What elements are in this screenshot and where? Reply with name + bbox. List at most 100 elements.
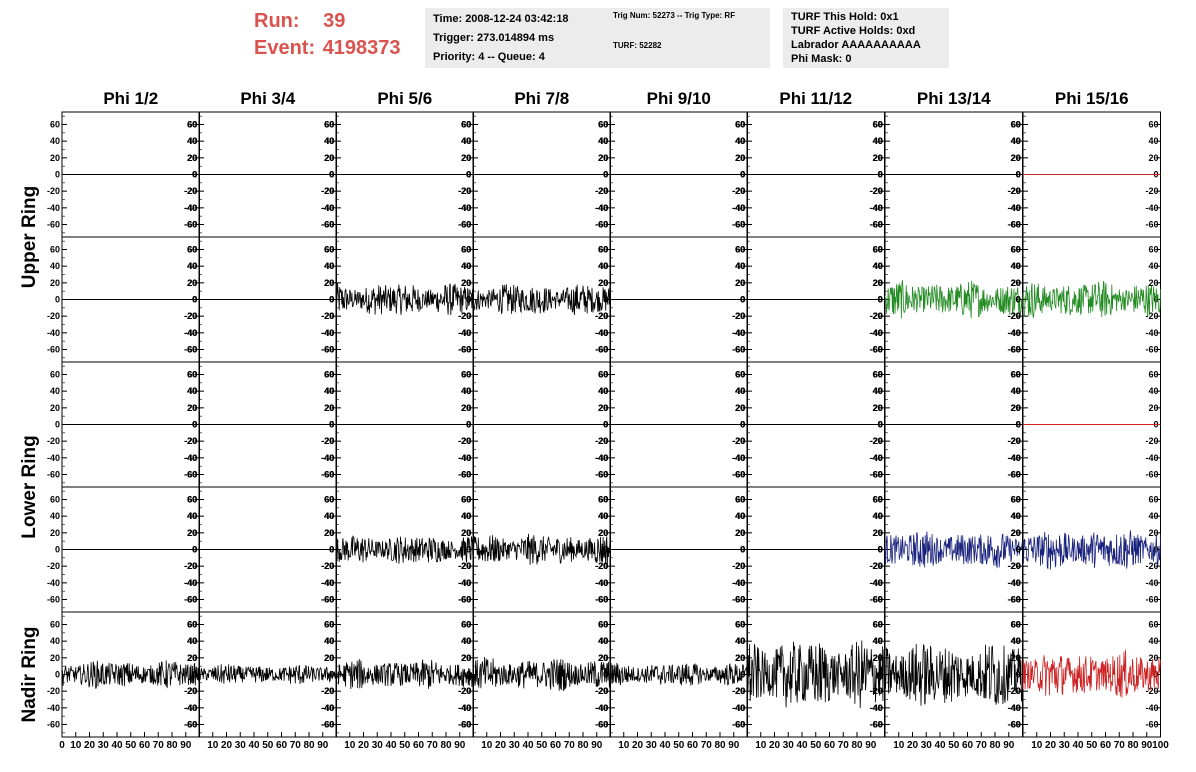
y-tick-label: 0	[878, 670, 883, 680]
y-tick-label: -60	[184, 720, 197, 730]
y-tick-label: -20	[321, 436, 334, 446]
y-tick-label: -20	[184, 311, 197, 321]
y-tick-label: -60	[732, 220, 745, 230]
y-tick-label: 0	[1016, 170, 1021, 180]
y-tick-label: -40	[595, 703, 608, 713]
y-tick-label: -60	[595, 595, 608, 605]
y-tick-label: -40	[321, 578, 334, 588]
y-tick-label: -20	[321, 561, 334, 571]
y-tick-label: 20	[187, 653, 197, 663]
y-tick-label: 60	[461, 620, 471, 630]
y-tick-label: 20	[1011, 528, 1021, 538]
waveform-trace	[335, 534, 474, 564]
y-tick-label: -40	[595, 453, 608, 463]
y-tick-label: 40	[873, 136, 883, 146]
y-tick-label: -60	[732, 595, 745, 605]
y-tick-label: -60	[321, 345, 334, 355]
waveform-trace	[884, 280, 1023, 319]
y-tick-label: -60	[595, 720, 608, 730]
y-tick-label: 60	[50, 370, 60, 380]
y-tick-label: -40	[321, 703, 334, 713]
y-tick-label: 20	[873, 278, 883, 288]
y-tick-label: 20	[1011, 653, 1021, 663]
y-tick-label: 20	[187, 403, 197, 413]
y-tick-label: 20	[187, 278, 197, 288]
row-label: Lower Ring	[19, 435, 40, 538]
y-tick-label: -60	[184, 470, 197, 480]
y-tick-label: 60	[324, 495, 334, 505]
y-tick-label: 60	[1148, 245, 1158, 255]
y-tick-label: 60	[735, 120, 745, 130]
waveform-trace	[335, 659, 474, 690]
column-header: Phi 11/12	[779, 89, 852, 108]
x-tick-label: 60	[1100, 740, 1112, 751]
y-tick-label: 60	[598, 120, 608, 130]
y-tick-label: 60	[873, 245, 883, 255]
y-tick-label: 60	[598, 620, 608, 630]
y-tick-label: 40	[187, 386, 197, 396]
y-tick-label: 20	[735, 153, 745, 163]
waveform-trace	[884, 643, 1023, 706]
y-tick-label: 40	[324, 386, 334, 396]
y-tick-label: 40	[324, 261, 334, 271]
y-tick-label: 40	[872, 136, 882, 146]
y-tick-label: -60	[595, 595, 608, 605]
y-tick-label: 40	[735, 136, 745, 146]
y-tick-label: -60	[595, 345, 608, 355]
y-tick-label: -40	[1007, 703, 1020, 713]
y-tick-label: 20	[187, 153, 197, 163]
y-tick-label: -40	[458, 578, 471, 588]
y-tick-label: -60	[732, 595, 745, 605]
y-tick-label: -20	[869, 561, 882, 571]
y-tick-label: -40	[870, 203, 883, 213]
x-tick-label: 30	[1059, 740, 1071, 751]
y-tick-label: -60	[458, 345, 471, 355]
y-tick-label: 60	[735, 620, 745, 630]
y-tick-label: 60	[598, 620, 608, 630]
column-header: Phi 3/4	[240, 89, 295, 108]
x-tick-label: 50	[262, 740, 274, 751]
y-tick-label: -20	[1007, 311, 1020, 321]
y-tick-label: 0	[1016, 420, 1021, 430]
y-tick-label: -60	[184, 720, 197, 730]
y-tick-label: -60	[47, 345, 60, 355]
y-tick-label: -20	[595, 311, 608, 321]
y-tick-label: -60	[1145, 220, 1158, 230]
y-tick-label: -60	[458, 720, 471, 730]
y-tick-label: -40	[321, 203, 334, 213]
y-tick-label: 20	[1010, 528, 1020, 538]
y-tick-label: 60	[187, 120, 197, 130]
y-tick-label: -40	[1008, 703, 1021, 713]
y-tick-label: 0	[192, 295, 197, 305]
y-tick-label: 0	[603, 170, 608, 180]
column-header: Phi 1/2	[103, 89, 158, 108]
x-tick-label: 20	[221, 740, 233, 751]
y-tick-label: 60	[1011, 495, 1021, 505]
y-tick-label: -60	[1008, 345, 1021, 355]
y-tick-label: 40	[187, 136, 197, 146]
y-tick-label: -20	[321, 186, 334, 196]
y-tick-label: -40	[732, 578, 745, 588]
y-tick-label: -20	[732, 186, 745, 196]
waveform-trace	[472, 533, 611, 565]
column-header: Phi 9/10	[647, 89, 711, 108]
y-tick-label: -20	[458, 561, 471, 571]
y-tick-label: -20	[458, 561, 471, 571]
y-tick-label: 60	[872, 370, 882, 380]
y-tick-label: -20	[732, 186, 745, 196]
x-tick-label: 10	[481, 740, 493, 751]
y-tick-label: -20	[595, 561, 608, 571]
y-tick-label: -40	[321, 203, 334, 213]
y-tick-label: -40	[184, 578, 197, 588]
y-tick-label: -20	[595, 436, 608, 446]
y-tick-label: 0	[192, 545, 197, 555]
x-tick-label: 50	[125, 740, 137, 751]
y-tick-label: -60	[732, 470, 745, 480]
y-tick-label: -60	[595, 720, 608, 730]
y-tick-label: 40	[1148, 636, 1158, 646]
waveform-trace	[1022, 530, 1161, 570]
x-tick-label: 40	[522, 740, 534, 751]
y-tick-label: 60	[872, 495, 882, 505]
x-tick-label: 70	[976, 740, 988, 751]
y-tick-label: 20	[872, 403, 882, 413]
